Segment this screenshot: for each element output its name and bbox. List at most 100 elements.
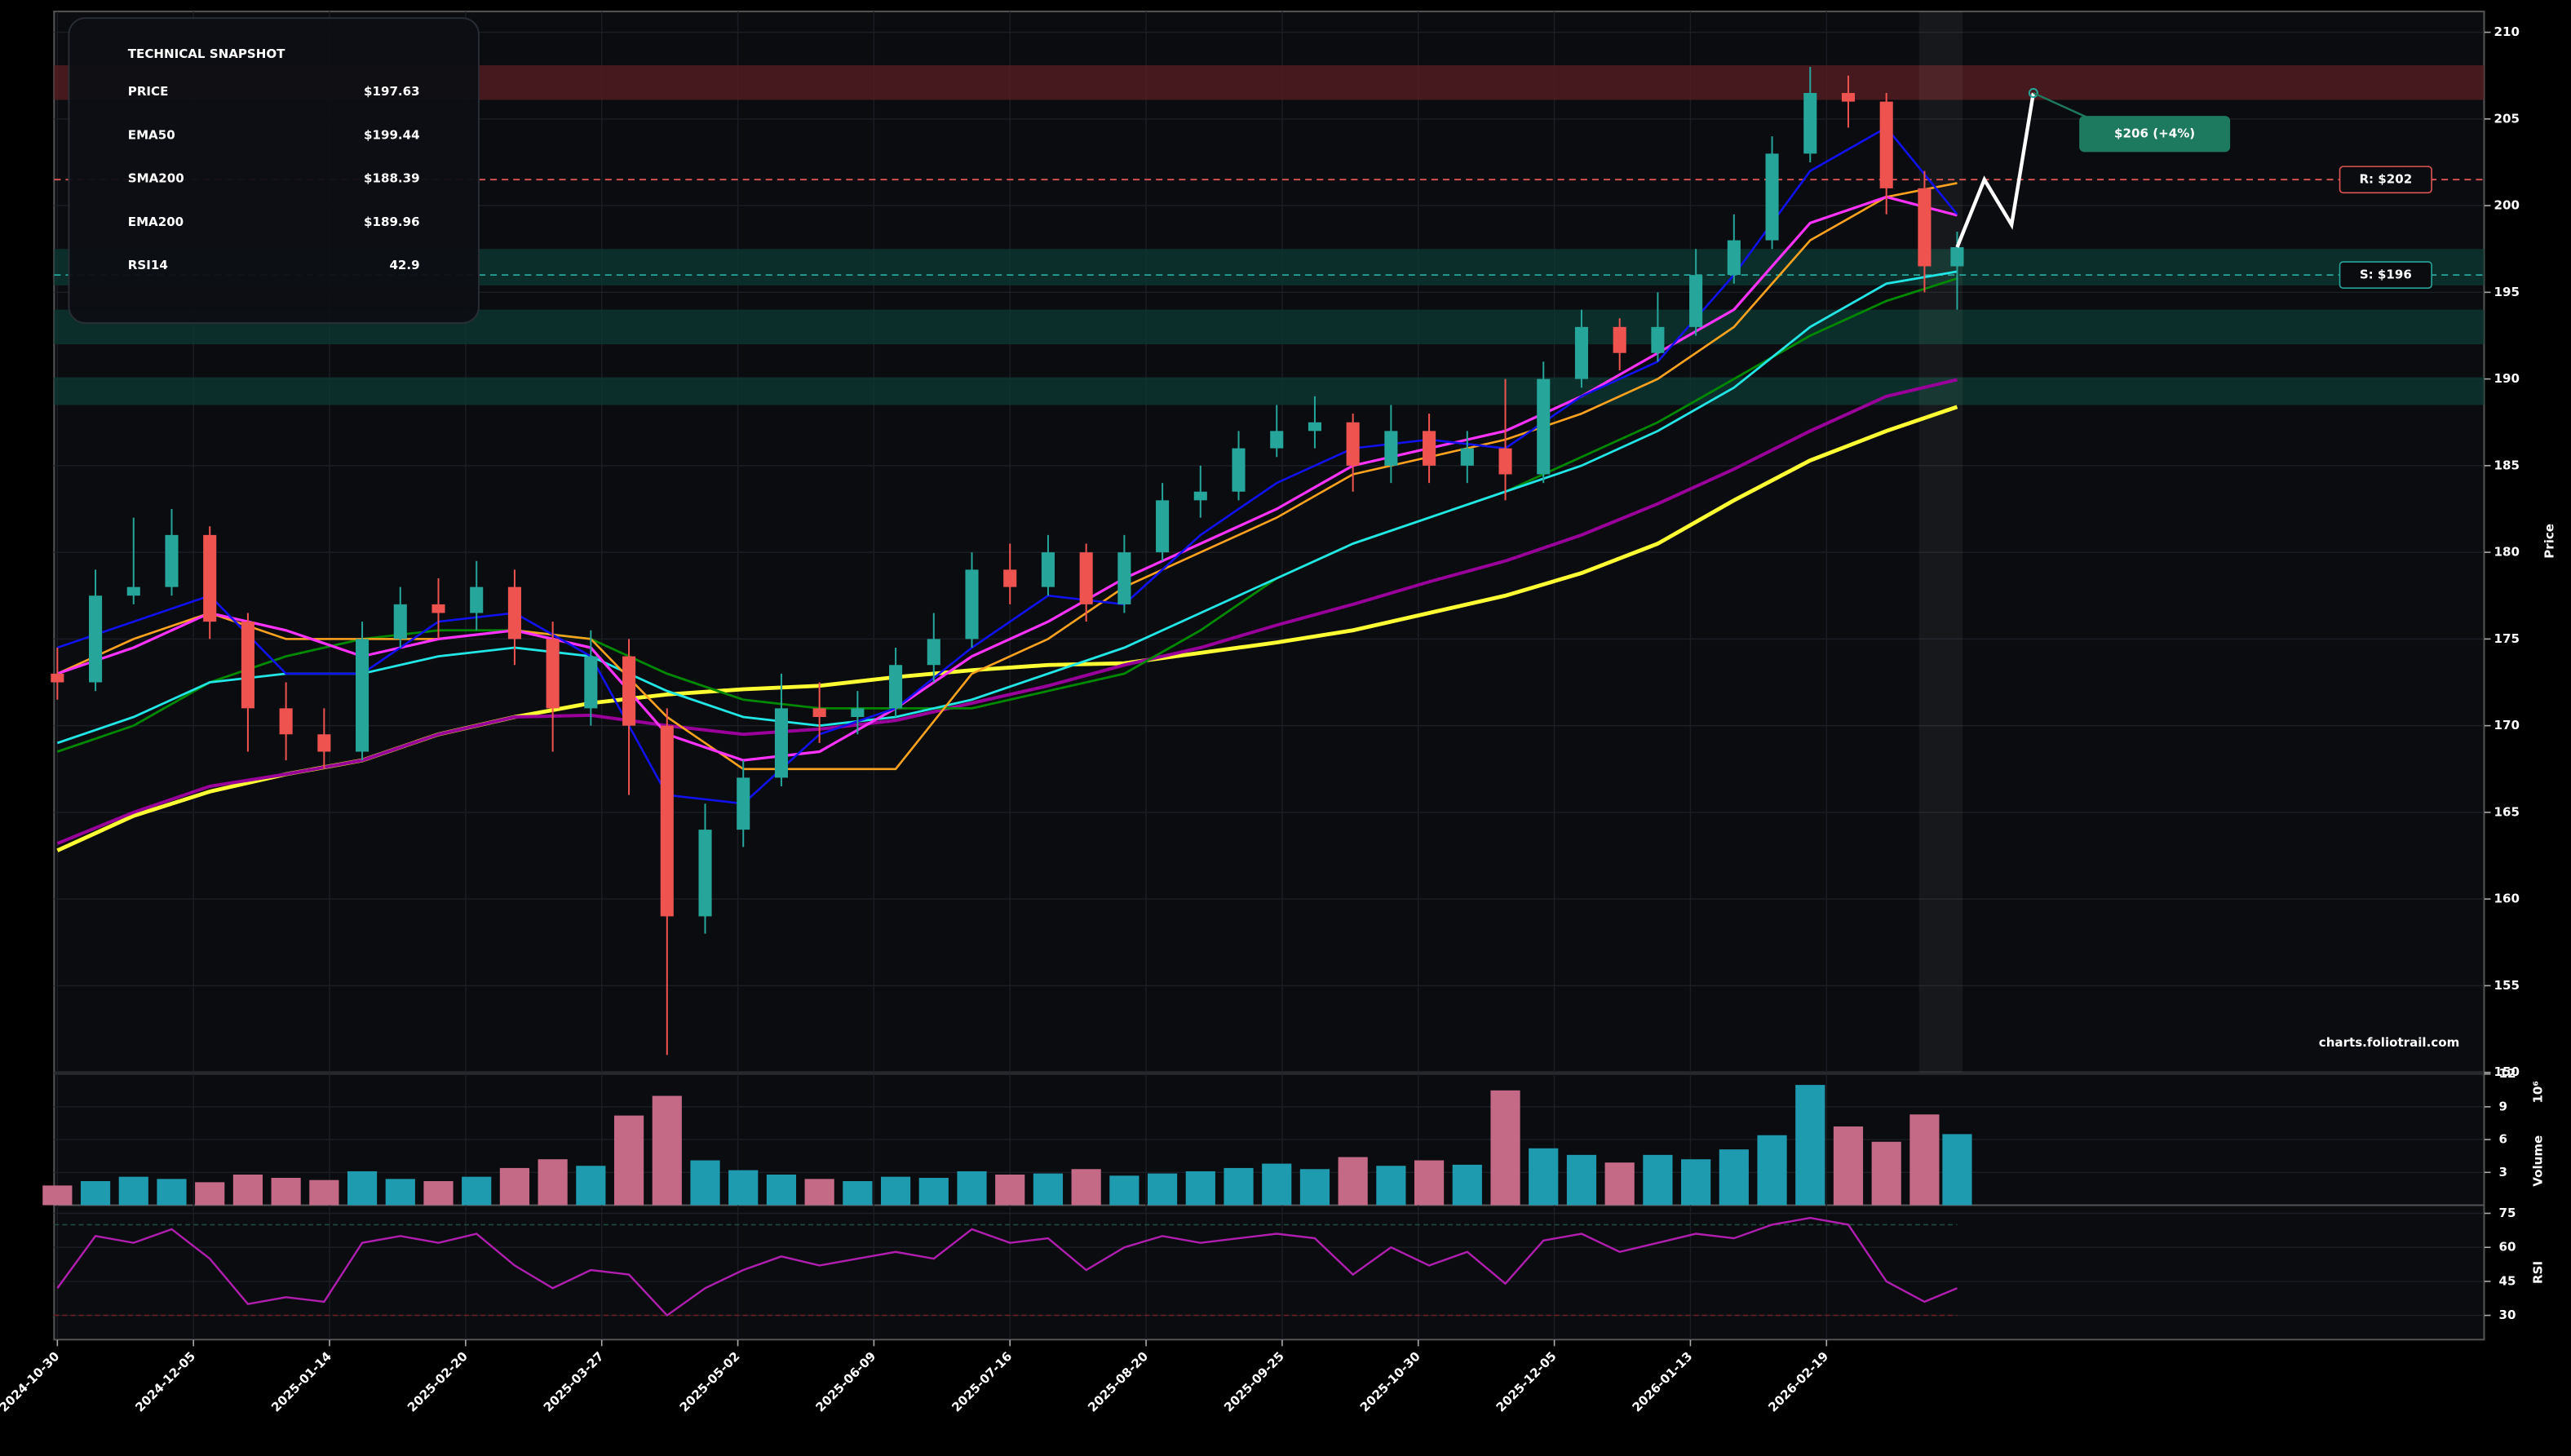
forecast-line <box>1955 92 2036 248</box>
candle-body <box>774 708 788 778</box>
volume-bar <box>1224 1167 1254 1206</box>
candle-body <box>546 639 560 709</box>
volume-bar <box>232 1174 263 1206</box>
y-tick-label: 155 <box>2494 978 2520 993</box>
candle-body <box>660 725 674 917</box>
forecast-label: $206 (+4%) <box>2114 126 2195 141</box>
watermark: charts.foliotrail.com <box>2319 1035 2460 1050</box>
volume-bar <box>347 1171 378 1206</box>
candle-body <box>393 604 407 639</box>
rsi-axis-label: RSI <box>2530 1261 2545 1284</box>
volume-bar <box>1909 1114 1940 1206</box>
candle-body <box>1765 153 1779 241</box>
volume-bar <box>576 1166 606 1206</box>
y-tick-label: 190 <box>2494 371 2520 386</box>
volume-tick-label: 6 <box>2499 1132 2507 1147</box>
snapshot-label: RSI14 <box>128 258 168 272</box>
volume-bar <box>1604 1162 1635 1206</box>
candle-body <box>1613 326 1626 353</box>
y-tick-label: 165 <box>2494 804 2520 819</box>
panel-rsi <box>53 1204 2485 1341</box>
volume-bar <box>728 1170 759 1206</box>
candle-body <box>1727 240 1741 276</box>
y-tick-label: 160 <box>2494 892 2520 906</box>
volume-exponent: 10⁶ <box>2530 1081 2545 1104</box>
candle-body <box>1079 552 1093 604</box>
volume-bar <box>1871 1141 1901 1206</box>
candle-body <box>1423 431 1436 466</box>
candle-body <box>851 708 865 718</box>
candle-body <box>507 586 521 639</box>
volume-bar <box>118 1176 148 1206</box>
y-tick-label: 150 <box>2494 1064 2520 1079</box>
candle-body <box>1232 448 1246 492</box>
candle-body <box>1918 188 1932 267</box>
candle-body <box>1574 326 1589 379</box>
candle-body <box>622 656 636 726</box>
volume-bar <box>652 1095 682 1206</box>
volume-bar <box>1338 1157 1368 1206</box>
volume-bar <box>1681 1159 1711 1206</box>
resistance-label: R: $202 <box>2359 172 2412 187</box>
candle-body <box>737 777 750 830</box>
volume-bar <box>423 1181 454 1206</box>
rsi-tick-label: 75 <box>2499 1206 2516 1220</box>
volume-bar <box>1071 1169 1101 1206</box>
candle-body <box>356 639 369 752</box>
volume-tick-label: 12 <box>2499 1066 2516 1081</box>
volume-bar <box>957 1171 987 1206</box>
candle-body <box>1950 247 1964 267</box>
volume-bar <box>1757 1135 1787 1206</box>
volume-bar <box>1109 1175 1139 1206</box>
volume-bar <box>1719 1149 1749 1206</box>
volume-bar <box>157 1179 187 1206</box>
volume-bar <box>1414 1160 1445 1206</box>
volume-bar <box>309 1179 339 1206</box>
candle-body <box>51 673 64 683</box>
candle-body <box>470 586 484 613</box>
candle-body <box>1803 92 1817 154</box>
y-tick-label: 200 <box>2494 198 2520 213</box>
volume-axis-label: Volume <box>2530 1135 2545 1187</box>
volume-bar <box>80 1181 111 1206</box>
candle-body <box>812 708 826 718</box>
snapshot-label: EMA50 <box>128 127 175 142</box>
volume-bar <box>1376 1166 1406 1206</box>
volume-bar <box>1566 1154 1597 1206</box>
snapshot-value: $199.44 <box>364 127 420 142</box>
snapshot-label: EMA200 <box>128 215 184 229</box>
candle-body <box>1156 500 1170 553</box>
volume-bar <box>271 1177 301 1206</box>
moving-average-line <box>56 182 1958 771</box>
volume-bar <box>843 1181 873 1206</box>
rsi-tick-label: 45 <box>2499 1273 2516 1288</box>
candle-body <box>1537 378 1551 475</box>
snapshot-panel <box>68 17 480 325</box>
candle-body <box>1841 92 1856 102</box>
snapshot-value: $189.96 <box>364 215 420 229</box>
chart-root: 2024-10-30 2024-12-05 2025-01-14 2025-02-20… <box>0 11 2556 1415</box>
volume-bar <box>880 1176 911 1206</box>
candle-body <box>279 708 293 735</box>
volume-bar <box>1033 1173 1064 1206</box>
volume-bar <box>385 1179 415 1206</box>
candle-body <box>965 569 979 639</box>
volume-bar <box>1833 1126 1864 1206</box>
moving-average-line <box>56 270 1958 745</box>
support-label-box <box>2339 261 2432 289</box>
snapshot-title: TECHNICAL SNAPSHOT <box>128 46 285 61</box>
forecast-label-box <box>2079 116 2231 153</box>
support-label: S: $196 <box>2360 268 2412 282</box>
volume-bar <box>1529 1148 1559 1206</box>
resistance-label-box <box>2339 166 2432 194</box>
volume-bar <box>995 1174 1025 1206</box>
volume-bar <box>462 1176 492 1206</box>
forecast-target <box>2028 87 2038 98</box>
volume-bar <box>499 1167 530 1206</box>
candle-body <box>927 639 940 666</box>
rsi-line <box>56 1216 1958 1317</box>
volume-bar <box>804 1179 834 1206</box>
volume-bar <box>766 1174 797 1206</box>
